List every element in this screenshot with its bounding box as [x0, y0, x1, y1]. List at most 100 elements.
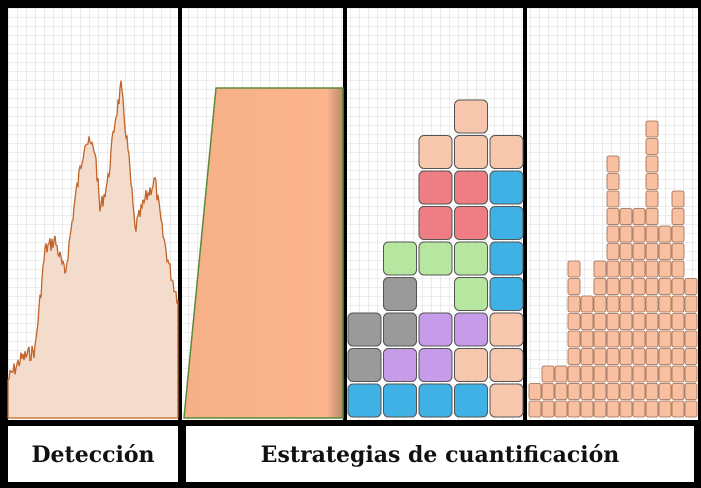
blocks [347, 99, 524, 418]
cell [580, 400, 594, 418]
cell [606, 313, 620, 330]
block [418, 312, 453, 347]
block [347, 383, 382, 418]
cell [580, 365, 594, 383]
cell [554, 400, 568, 418]
cell [593, 330, 607, 348]
block [489, 383, 524, 418]
cell [580, 348, 594, 365]
block [489, 170, 524, 205]
cell [671, 225, 685, 243]
cell [606, 260, 620, 278]
cell [528, 400, 542, 418]
cell [606, 225, 620, 243]
cell [645, 155, 659, 173]
block [454, 383, 488, 418]
cell [619, 383, 633, 400]
cell [632, 400, 646, 418]
cell [658, 295, 672, 313]
block [418, 170, 453, 205]
cell [619, 365, 633, 383]
cell [645, 295, 659, 313]
block [454, 312, 488, 347]
cell [645, 225, 659, 243]
cell [619, 278, 633, 295]
cell [606, 400, 620, 418]
cell [541, 400, 555, 418]
block [489, 135, 524, 169]
cell [606, 155, 620, 173]
cell [645, 138, 659, 155]
cell [684, 348, 698, 365]
label-box [8, 426, 178, 482]
block [489, 241, 524, 276]
block [454, 99, 488, 134]
cell [580, 295, 594, 313]
cell [684, 295, 698, 313]
cell [684, 278, 698, 295]
cell [606, 330, 620, 348]
cell [645, 313, 659, 330]
cell [541, 365, 555, 383]
cell [671, 243, 685, 260]
cell [671, 260, 685, 278]
cell [658, 278, 672, 295]
cell [619, 260, 633, 278]
cell [567, 400, 581, 418]
cell [567, 278, 581, 295]
cell [606, 243, 620, 260]
block [418, 206, 453, 240]
cell [619, 225, 633, 243]
cell [567, 365, 581, 383]
cell [645, 120, 659, 138]
block [454, 135, 488, 169]
block [383, 312, 417, 347]
cell [658, 348, 672, 365]
cell [645, 365, 659, 383]
cell [658, 383, 672, 400]
cell [567, 260, 581, 278]
label: Detección [31, 442, 154, 468]
block [489, 277, 524, 311]
block [418, 348, 453, 382]
constant-slab [183, 87, 344, 419]
cell [658, 400, 672, 418]
block [489, 348, 524, 382]
cell [671, 295, 685, 313]
cell [593, 383, 607, 400]
cell [567, 295, 581, 313]
cell [658, 365, 672, 383]
cell [671, 278, 685, 295]
cell [580, 313, 594, 330]
cell [619, 348, 633, 365]
cell [619, 243, 633, 260]
block [454, 348, 488, 382]
cell [671, 313, 685, 330]
cell [619, 313, 633, 330]
cell [580, 383, 594, 400]
cell [528, 383, 542, 400]
cell [658, 225, 672, 243]
block [454, 206, 488, 240]
cell [619, 295, 633, 313]
cell [632, 225, 646, 243]
cell [606, 295, 620, 313]
block [347, 312, 382, 347]
cell [619, 208, 633, 225]
cell [645, 260, 659, 278]
cell [606, 348, 620, 365]
cell [684, 330, 698, 348]
cell [671, 365, 685, 383]
cell [671, 208, 685, 225]
cell [580, 330, 594, 348]
cell [645, 400, 659, 418]
cell [671, 190, 685, 208]
cell [567, 330, 581, 348]
cell [632, 278, 646, 295]
cell [658, 243, 672, 260]
cell [658, 260, 672, 278]
cell [645, 190, 659, 208]
cell [684, 383, 698, 400]
block [454, 277, 488, 311]
